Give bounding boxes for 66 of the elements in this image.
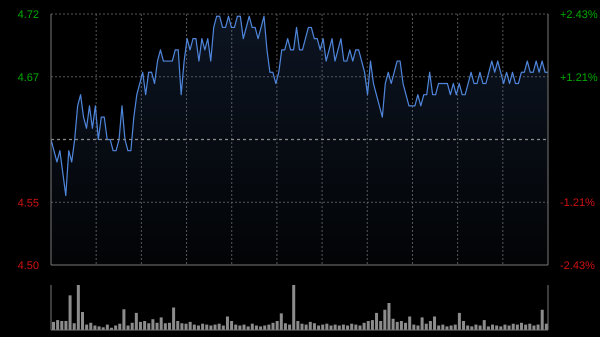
- y2-tick-label: +2.43%: [560, 9, 598, 21]
- y-tick-label: 4.50: [18, 260, 39, 272]
- bar: [76, 285, 80, 330]
- bar: [52, 322, 55, 330]
- bar: [474, 324, 478, 330]
- bar: [192, 324, 196, 330]
- bar: [160, 317, 163, 330]
- bar: [350, 324, 354, 330]
- bar: [321, 324, 324, 330]
- bar: [242, 324, 246, 330]
- bar: [250, 324, 254, 330]
- bar: [143, 321, 146, 330]
- bar: [184, 324, 188, 330]
- bar: [308, 322, 312, 330]
- bar: [458, 312, 461, 330]
- bar: [516, 324, 519, 330]
- bar: [528, 324, 532, 330]
- y2-tick-label: -1.21%: [560, 196, 596, 209]
- bar: [56, 320, 60, 330]
- bar: [60, 321, 64, 330]
- y-tick-label: 4.72: [18, 9, 39, 21]
- bar: [89, 322, 92, 330]
- bar: [400, 321, 403, 330]
- bar: [366, 321, 370, 330]
- y2-tick-label: -2.43%: [560, 260, 596, 272]
- bar: [441, 324, 444, 330]
- bar: [292, 285, 296, 330]
- bar: [354, 324, 358, 330]
- bar: [540, 310, 544, 330]
- bar: [226, 316, 229, 330]
- bar: [503, 324, 506, 330]
- bar: [188, 322, 192, 330]
- bar: [68, 295, 72, 330]
- bar: [408, 316, 412, 330]
- bar: [280, 313, 283, 330]
- bar: [234, 324, 238, 330]
- bar: [524, 324, 528, 330]
- y-tick-label: 4.67: [18, 72, 39, 84]
- bar: [375, 312, 378, 330]
- bar: [267, 324, 270, 330]
- bar: [433, 316, 436, 330]
- bar: [420, 317, 424, 330]
- bar: [491, 324, 494, 330]
- y-tick-label: 4.55: [18, 197, 39, 210]
- bar: [387, 303, 390, 330]
- bar: [151, 319, 154, 330]
- bar: [482, 320, 486, 330]
- bar: [512, 324, 515, 330]
- bar: [325, 324, 328, 330]
- bar: [520, 322, 524, 330]
- bar: [218, 324, 221, 330]
- bar: [300, 324, 304, 330]
- bar: [214, 324, 217, 330]
- bar: [362, 322, 366, 330]
- bar: [122, 309, 126, 330]
- bar: [334, 324, 337, 330]
- y2-tick-label: +1.21%: [560, 72, 598, 84]
- bar: [342, 324, 345, 330]
- bar: [396, 322, 399, 330]
- bar: [304, 324, 308, 330]
- bar: [172, 308, 176, 330]
- bar: [272, 322, 275, 330]
- bar: [134, 312, 138, 330]
- bar: [205, 324, 208, 330]
- bar: [106, 324, 109, 330]
- bar: [201, 324, 204, 330]
